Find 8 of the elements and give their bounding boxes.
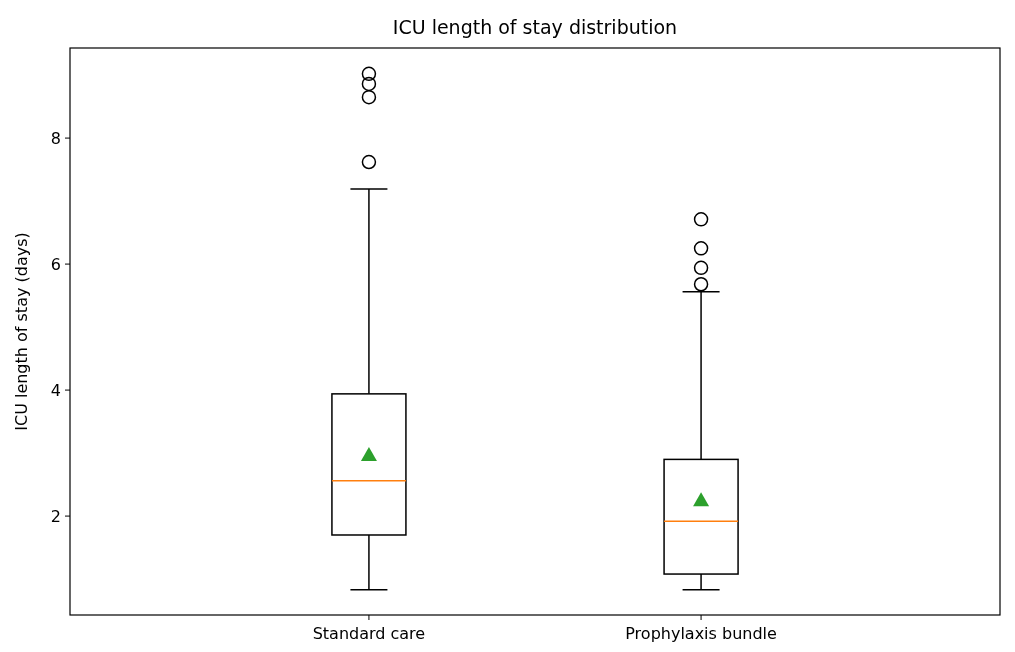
y-tick-label: 6: [50, 254, 61, 274]
x-tick-label: Prophylaxis bundle: [625, 624, 777, 643]
y-tick-label: 8: [50, 128, 61, 148]
x-tick-label: Standard care: [312, 624, 426, 643]
y-tick-label: 2: [50, 506, 61, 526]
chart-title: ICU length of stay distribution: [392, 16, 678, 38]
y-tick-label: 4: [50, 380, 61, 400]
y-axis-title: ICU length of stay (days): [12, 232, 31, 431]
